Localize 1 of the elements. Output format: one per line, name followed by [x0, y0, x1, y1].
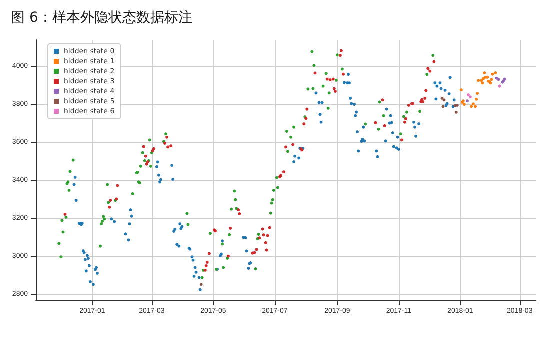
chart-title: 图 6：样本外隐状态数据标注	[11, 10, 192, 26]
